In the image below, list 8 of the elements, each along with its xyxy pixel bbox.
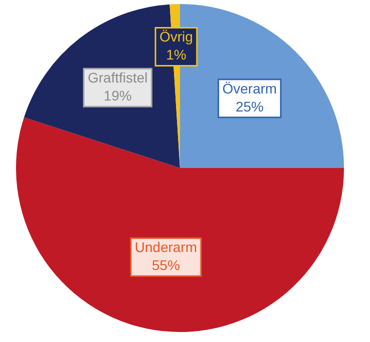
slice-label: Graftfistel xyxy=(88,70,148,86)
slice-label: Underarm xyxy=(134,238,198,255)
data-label: 1% xyxy=(166,46,186,63)
slice-label: Övrig xyxy=(159,28,193,45)
slice-label: Överarm xyxy=(222,80,277,96)
data-label: 55% xyxy=(152,256,180,273)
data-label: 19% xyxy=(104,88,132,104)
data-label: 25% xyxy=(236,98,264,114)
